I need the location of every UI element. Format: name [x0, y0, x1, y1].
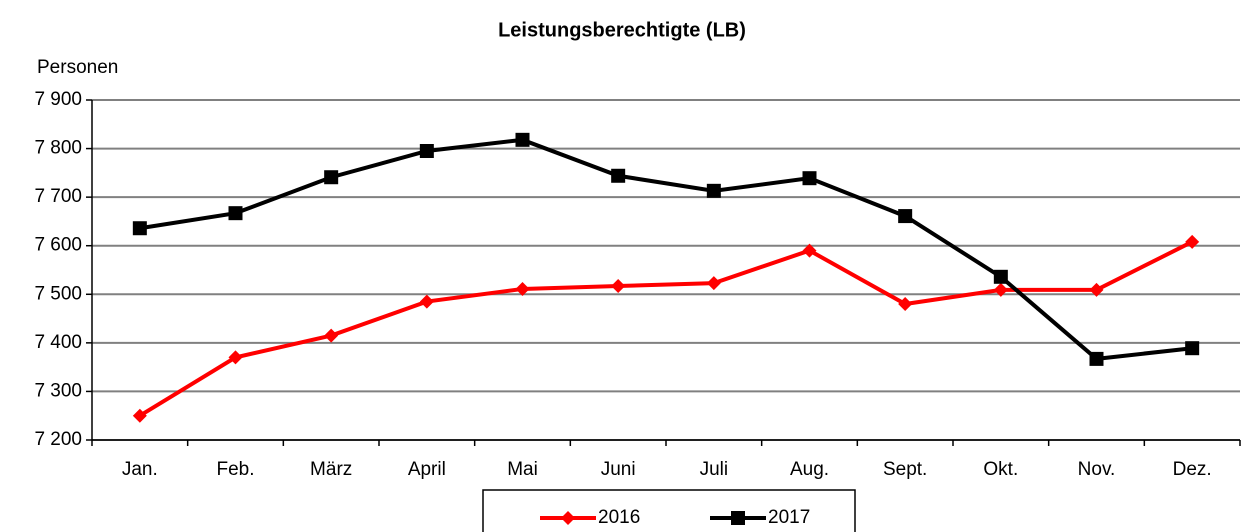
y-tick-label: 7 900: [34, 89, 82, 110]
point: [1089, 351, 1104, 366]
x-tick-label: Aug.: [790, 459, 829, 480]
y-axis-label: Personen: [37, 57, 118, 78]
x-tick-label: Juni: [601, 459, 636, 480]
series-line: [138, 240, 1194, 418]
x-tick-label: März: [310, 459, 352, 480]
legend-label: 2017: [768, 507, 810, 528]
x-tick-label: Dez.: [1173, 459, 1212, 480]
point: [1185, 234, 1200, 249]
point: [515, 132, 530, 147]
point: [898, 209, 913, 224]
x-tick-label: Juli: [700, 459, 729, 480]
point: [802, 243, 817, 258]
point: [419, 144, 434, 158]
x-tick-label: Nov.: [1078, 459, 1116, 480]
y-tick-label: 7 400: [34, 332, 82, 353]
point: [993, 269, 1008, 284]
x-tick-label: Feb.: [216, 459, 254, 480]
legend-marker: [561, 511, 575, 525]
point: [515, 281, 530, 296]
y-tick-label: 7 300: [34, 380, 82, 401]
point: [706, 183, 721, 198]
y-tick-label: 7 200: [34, 429, 82, 450]
x-tick-label: Sept.: [883, 459, 927, 480]
legend-box: [482, 489, 856, 532]
series-line: [139, 137, 1193, 361]
point: [611, 279, 626, 294]
point: [324, 328, 339, 343]
point: [1185, 341, 1200, 356]
point: [611, 168, 626, 183]
point: [132, 221, 147, 236]
y-tick-label: 7 700: [34, 186, 82, 207]
y-tick-label: 7 800: [34, 138, 82, 159]
legend-marker: [731, 511, 745, 525]
x-tick-label: Mai: [507, 459, 538, 480]
x-tick-label: Jan.: [122, 459, 158, 480]
point: [898, 297, 913, 311]
point: [324, 170, 339, 185]
point: [993, 282, 1008, 297]
point: [132, 408, 147, 423]
legend-label: 2016: [598, 507, 640, 528]
point: [228, 206, 243, 221]
x-tick-label: April: [408, 459, 446, 480]
point: [419, 294, 434, 309]
point: [228, 350, 243, 365]
x-tick-label: Okt.: [983, 459, 1018, 480]
y-tick-label: 7 600: [34, 235, 82, 256]
y-tick-label: 7 500: [34, 283, 82, 304]
chart-title: Leistungsberechtigte (LB): [498, 19, 746, 41]
point: [706, 276, 721, 291]
point: [802, 171, 817, 186]
point: [1089, 282, 1104, 297]
